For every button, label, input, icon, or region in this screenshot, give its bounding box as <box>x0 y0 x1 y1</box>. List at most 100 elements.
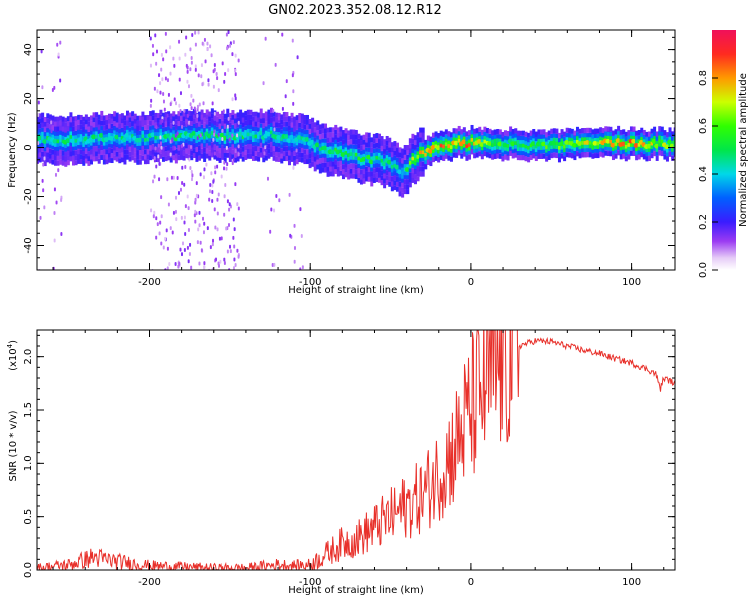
spectrogram-cell-2019 <box>367 132 371 138</box>
spectrogram-cell-2355 <box>424 159 428 164</box>
spectrogram-cell-2553 <box>467 139 471 144</box>
spectrogram-cell-3474 <box>673 136 675 141</box>
spectrogram-peak-1842 <box>335 149 341 155</box>
spectrogram-cell-3465 <box>673 151 675 157</box>
spectrogram-cell-3371 <box>653 151 657 157</box>
spectrogram-cell-30 <box>38 128 42 133</box>
spectrogram-cell-3283 <box>632 146 636 151</box>
spectrogram-cell-3306 <box>637 129 641 135</box>
spectrogram-cell-2034 <box>370 142 374 148</box>
spectrogram-cell-882 <box>179 140 183 145</box>
spectrogram-noise-3630 <box>228 43 231 48</box>
spectrogram-cell-609 <box>136 150 140 156</box>
spectrogram-noise-3726 <box>189 47 192 52</box>
spectrogram-cell-2259 <box>408 182 412 188</box>
spectrogram-cell-2002 <box>365 142 369 148</box>
colorbar-gradient <box>712 30 736 270</box>
spectrogram-cell-1965 <box>359 174 363 180</box>
spectrogram-noise-3739 <box>158 161 161 166</box>
spectrogram-cell-2237 <box>403 145 407 151</box>
spectrogram-noise-3593 <box>199 172 202 177</box>
spectrogram-cell-201 <box>66 131 70 136</box>
spectrogram-cell-2953 <box>557 138 561 143</box>
spectrogram-cell-1886 <box>344 150 348 155</box>
spectrogram-noise-3617 <box>169 226 172 231</box>
spectrogram-cell-1016 <box>203 147 207 153</box>
spectrogram-noise-3490 <box>37 113 40 118</box>
spectrogram-x-ticks: -200 -100 0 100 <box>52 30 665 288</box>
spectrogram-cell-723 <box>154 122 158 128</box>
spectrogram-cell-1046 <box>208 150 212 156</box>
spectrogram-cell-2120 <box>385 175 389 181</box>
spectrogram-cell-523 <box>120 113 124 119</box>
spectrogram-cell-78 <box>48 158 52 164</box>
spectrogram-peak-2497 <box>453 140 459 146</box>
spectrogram-cell-27 <box>38 139 42 144</box>
spectrogram-cell-525 <box>120 139 124 144</box>
spectrogram-cell-1332 <box>254 111 258 117</box>
spectrogram-cell-745 <box>156 128 160 133</box>
spectrogram-cell-1300 <box>249 119 253 125</box>
spectrogram-cell-1073 <box>210 130 214 135</box>
spectrogram-cell-179 <box>64 122 68 128</box>
spectrogram-cell-2950 <box>557 149 561 154</box>
spectrogram-cell-311 <box>87 160 91 166</box>
spectrogram-noise-3791 <box>216 227 219 232</box>
spectrogram-cell-374 <box>97 158 101 164</box>
spectrogram-cell-1396 <box>264 137 268 142</box>
spectrogram-noise-3670 <box>223 160 226 165</box>
spectrogram-cell-1950 <box>357 172 361 178</box>
spectrogram-cell-2158 <box>390 151 394 157</box>
spectrogram-noise-3675 <box>155 216 158 221</box>
spectrogram-cell-998 <box>197 126 201 131</box>
spectrogram-cell-501 <box>118 148 122 154</box>
spectrogram-cell-143 <box>59 149 63 155</box>
spectrogram-cell-1551 <box>290 117 294 123</box>
spectrogram-cell-2680 <box>498 153 502 159</box>
spectrogram-cell-1154 <box>226 147 230 153</box>
spectrogram-cell-738 <box>156 122 160 128</box>
spectrogram-cell-96 <box>51 149 55 155</box>
spectrogram-noise-3733 <box>232 235 235 240</box>
spectrogram-cell-3424 <box>663 146 667 151</box>
spectrogram-cell-547 <box>125 144 129 150</box>
spectrogram-cell-2800 <box>524 151 528 156</box>
spectrogram-cell-2271 <box>408 160 412 165</box>
spectrogram-cell-902 <box>182 126 186 131</box>
spectrogram-noise-3689 <box>211 183 214 188</box>
spectrogram-cell-3473 <box>673 140 675 145</box>
spectrogram-cell-2772 <box>519 155 523 161</box>
spectrogram-cell-1350 <box>257 135 261 140</box>
spectrogram-cell-1118 <box>218 136 222 141</box>
spectrogram-cell-3035 <box>578 153 582 159</box>
spectrogram-cell-444 <box>107 123 111 129</box>
spectrogram-cell-2658 <box>493 153 497 159</box>
spectrogram-cell-1561 <box>293 150 297 156</box>
spectrogram-cell-1898 <box>347 130 351 136</box>
spectrogram-cell-726 <box>154 142 158 147</box>
spectrogram-cell-1304 <box>249 135 253 140</box>
spectrogram-cell-2690 <box>498 134 502 139</box>
spectrogram-cell-2250 <box>406 154 410 160</box>
spectrogram-cell-2215 <box>401 182 405 188</box>
spectrogram-cell-1928 <box>352 129 356 135</box>
spectrogram-noise-3771 <box>189 121 192 126</box>
spectrogram-cell-128 <box>56 150 60 156</box>
spectrogram-cell-2143 <box>388 142 392 148</box>
spectrogram-cell-2654 <box>491 146 495 151</box>
spectrogram-peak-638 <box>137 137 143 143</box>
spectrogram-cell-2982 <box>565 127 569 133</box>
spectrogram-cell-200 <box>66 135 70 140</box>
spectrogram-cell-1688 <box>313 156 317 162</box>
spectrogram-cell-2197 <box>398 191 402 197</box>
spectrogram-noise-3780 <box>184 52 187 57</box>
spectrogram-cell-2334 <box>421 171 425 177</box>
spectrogram-noise-3499 <box>60 232 63 237</box>
spectrogram-cell-912 <box>185 114 189 120</box>
spectrogram-cell-1944 <box>354 159 358 164</box>
spectrogram-cell-1868 <box>341 159 345 164</box>
spectrogram-cell-76 <box>46 132 50 137</box>
spectrogram-cell-1646 <box>305 119 309 125</box>
spectrogram-cell-1477 <box>277 131 281 136</box>
spectrogram-cell-2069 <box>375 159 379 164</box>
